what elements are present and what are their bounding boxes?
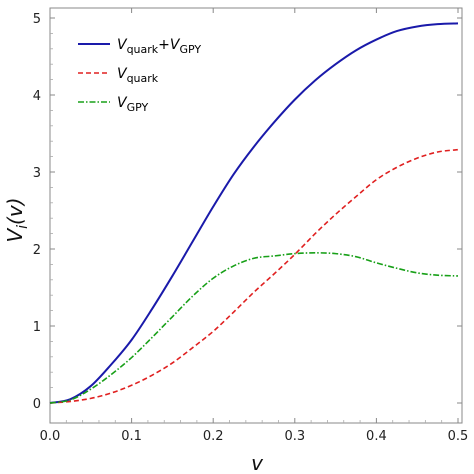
- y-tick-label: 5: [33, 12, 41, 27]
- legend-label-gpy: VGPY: [117, 95, 148, 114]
- y-axis-label-main: V: [3, 228, 27, 243]
- legend-label-quark: Vquark: [117, 66, 159, 85]
- y-tick-label: 3: [33, 166, 41, 181]
- y-axis-label-sub: i: [15, 225, 31, 229]
- series-line-total: [49, 22, 459, 404]
- y-tick-label: 0: [33, 397, 41, 412]
- x-tick-label: 0.4: [366, 429, 387, 444]
- legend: Vquark+VGPY Vquark VGPY: [78, 37, 201, 114]
- plot-frame: [49, 7, 463, 424]
- x-axis-ticks: 0.0 0.1 0.2 0.3 0.4 0.5: [40, 8, 469, 444]
- legend-label-total: Vquark+VGPY: [117, 37, 201, 56]
- x-tick-label: 0.5: [448, 429, 469, 444]
- series-line-gpy: [49, 252, 459, 404]
- x-tick-label: 0.0: [40, 429, 61, 444]
- x-tick-label: 0.3: [284, 429, 305, 444]
- y-axis-ticks: 0 1 2 3 4 5: [33, 12, 462, 412]
- series-line-quark: [49, 148, 459, 404]
- legend-item-gpy: VGPY: [78, 95, 148, 114]
- x-tick-label: 0.2: [203, 429, 224, 444]
- y-axis-label-rest: (v): [3, 197, 27, 224]
- x-tick-label: 0.1: [121, 429, 142, 444]
- y-tick-label: 4: [33, 89, 41, 104]
- y-tick-label: 1: [33, 320, 41, 335]
- y-tick-label: 2: [33, 243, 41, 258]
- series-lines: [49, 22, 459, 404]
- legend-item-quark: Vquark: [78, 66, 159, 85]
- x-axis-label: v: [251, 451, 264, 474]
- legend-item-total: Vquark+VGPY: [78, 37, 201, 56]
- y-axis-label: Vi(v): [3, 197, 31, 242]
